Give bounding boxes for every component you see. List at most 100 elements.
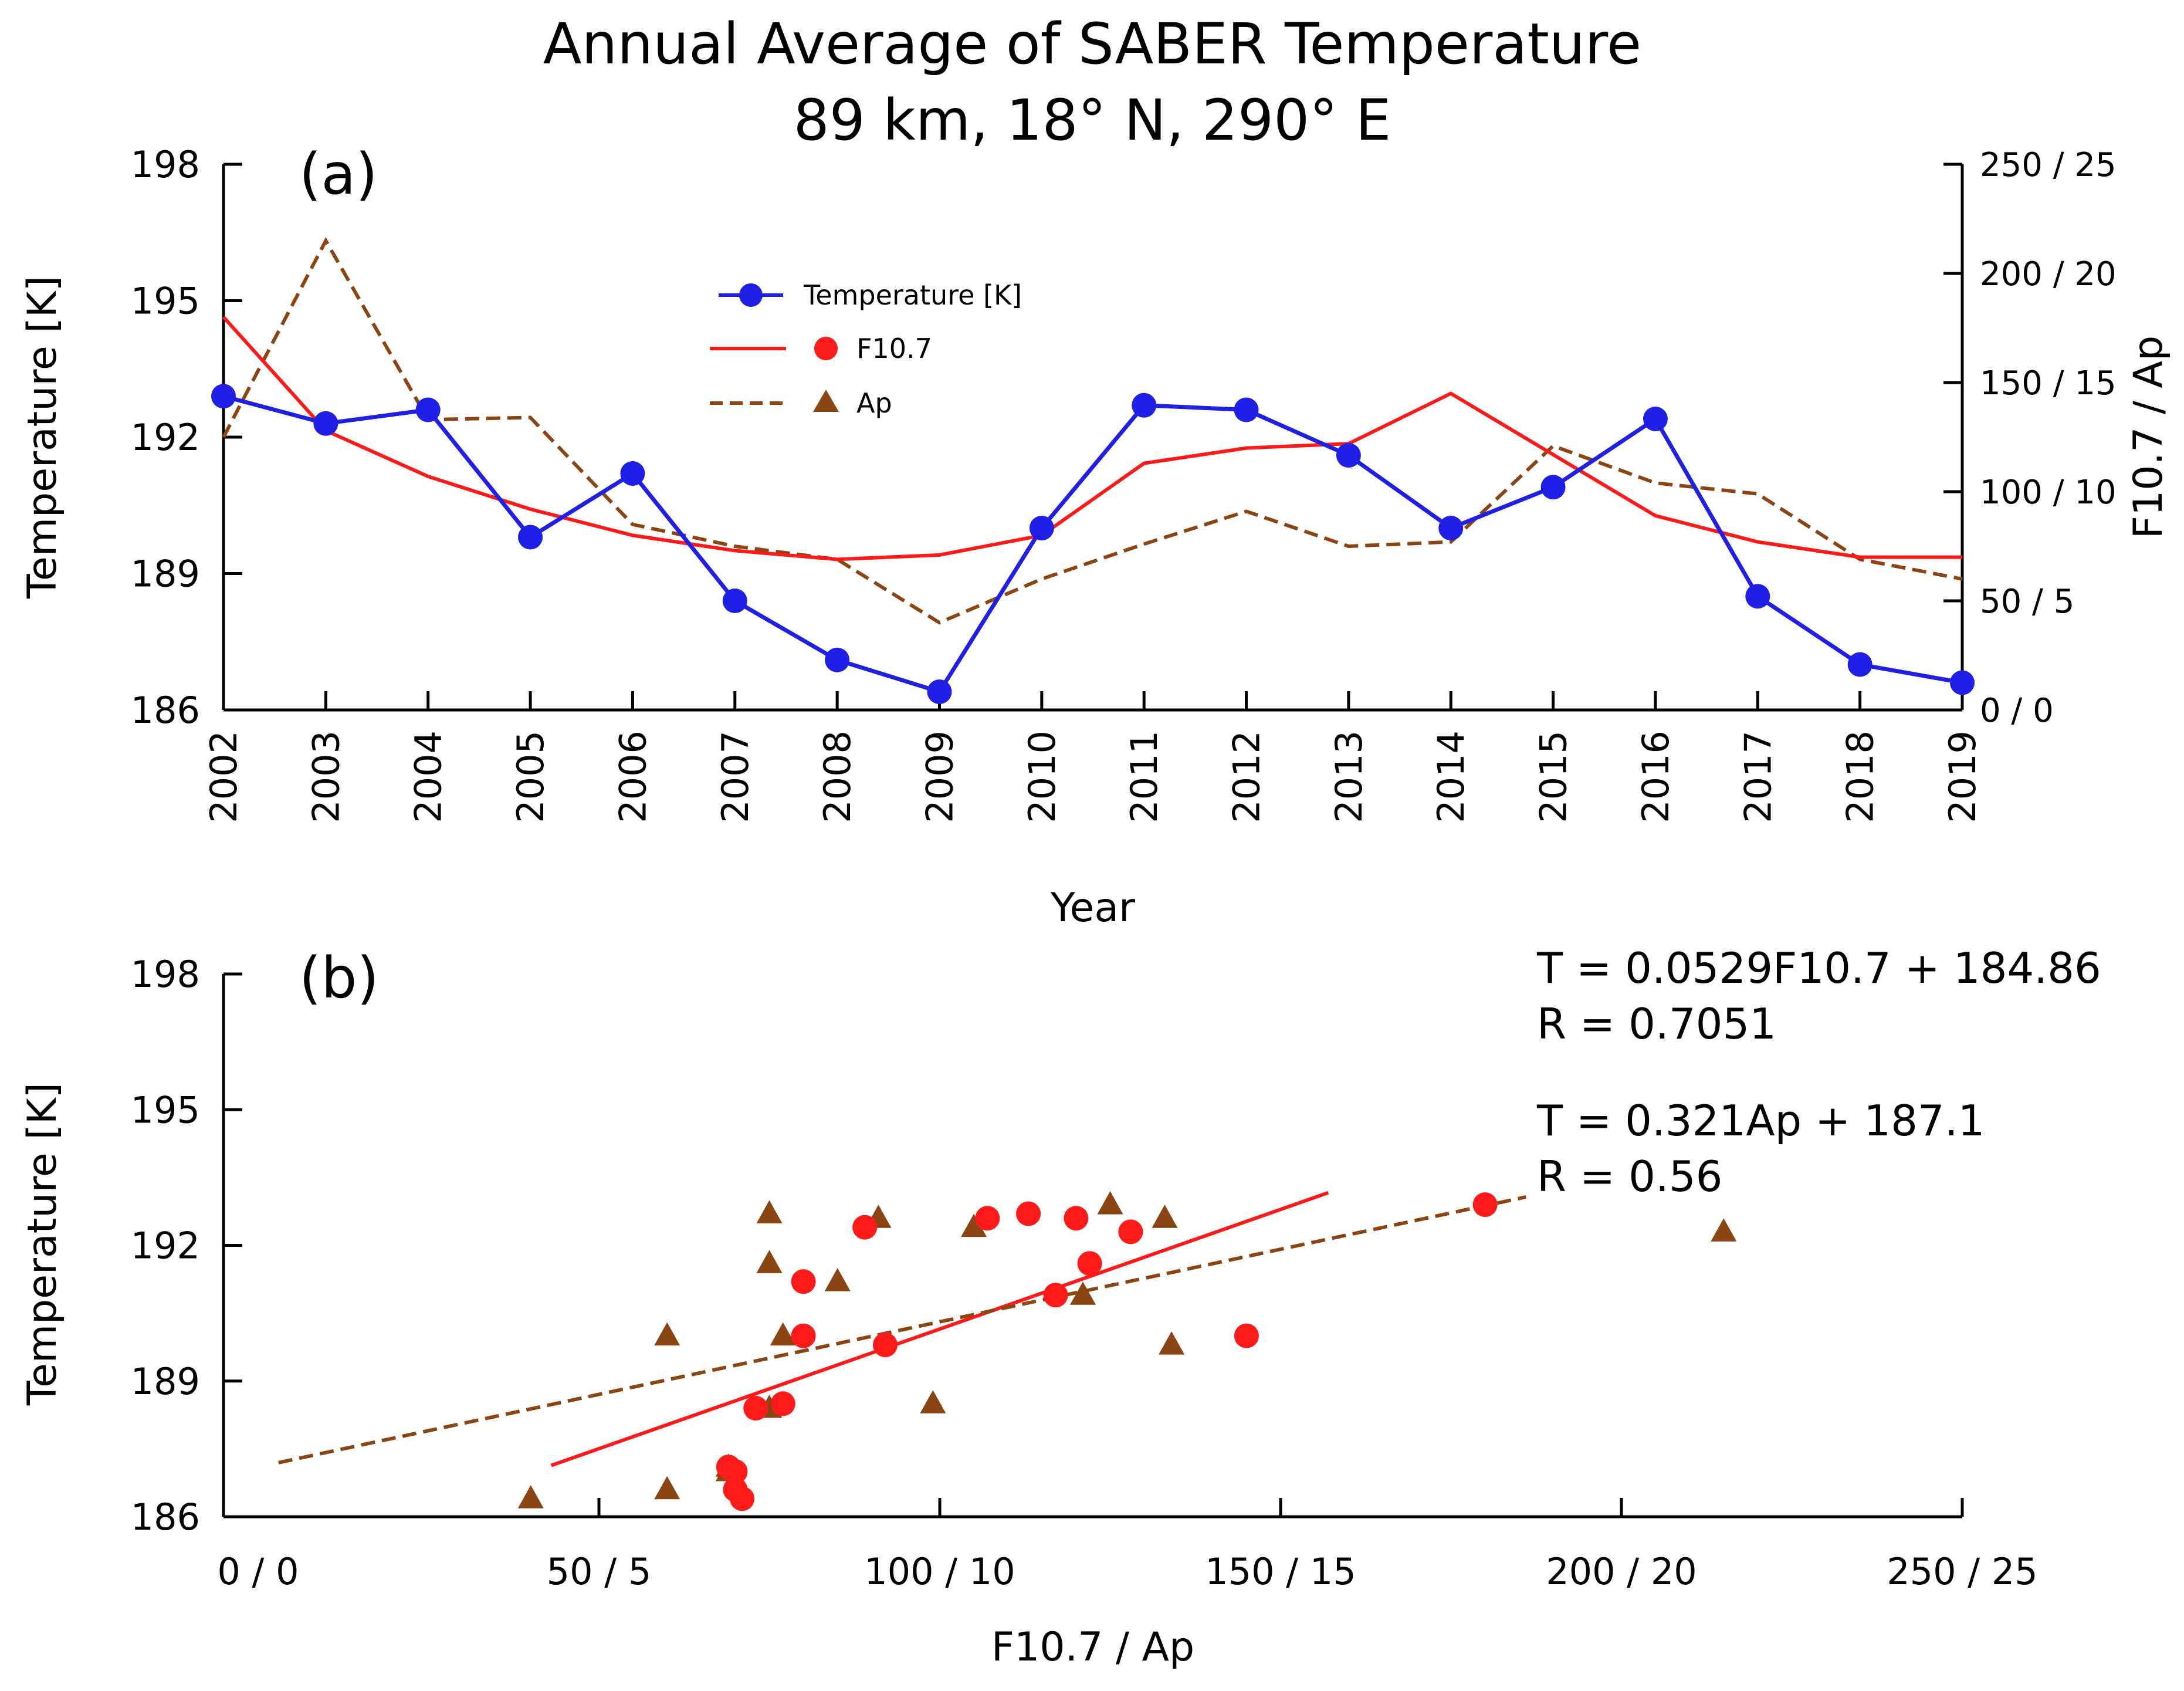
panel-b-xtick-label: 200 / 20 [1546,1550,1697,1593]
legend: Temperature [K] F10.7 Ap [710,279,1022,419]
f107-scatter-point [1043,1283,1068,1308]
panel-a-xtick-label: 2015 [1532,730,1575,823]
f107-scatter-point [1016,1201,1041,1226]
fit-ap-equation: T = 0.321Ap + 187.1 [1536,1096,1985,1145]
panel-a-ytick-label: 192 [131,416,200,459]
temperature-point [927,679,952,704]
temperature-point [1029,516,1054,540]
legend-temperature-marker [739,283,763,307]
temperature-point [1847,652,1873,677]
panel-b-xtick-label: 50 / 5 [547,1550,652,1593]
panel-a-label: (a) [299,141,378,207]
panel-b-ylabel: Temperature [K] [19,1083,66,1406]
panel-a-xtick-label: 2009 [918,730,961,823]
panel-a-xtick-label: 2019 [1941,730,1984,823]
panel-b: 186 189 192 195 198 0 / 0 50 / 5 100 / 10 150 /… [19,943,2101,1670]
ap-scatter-point [1159,1331,1185,1355]
panel-a-xtick-label: 2014 [1430,730,1472,823]
temperature-point [211,384,236,409]
f107-scatter-point [1234,1323,1259,1348]
temperature-point [1745,584,1770,609]
ap-scatter-point [654,1322,680,1346]
chart-title-line1: Annual Average of SABER Temperature [543,11,1641,77]
f107-scatter-point [791,1323,816,1348]
panel-a-y2label: F10.7 / Ap [2125,336,2172,539]
temperature-point [620,461,645,486]
panel-b-xtick-label: 0 / 0 [217,1550,299,1593]
f107-scatter-point [723,1459,748,1484]
legend-ap-marker [813,390,839,412]
panel-a-xtick-label: 2017 [1736,730,1779,823]
panel-a-y2tick-label: 250 / 25 [1980,146,2117,184]
f107-scatter-point [1472,1192,1498,1217]
ap-scatter-point [1711,1218,1737,1242]
panel-a-xlabel: Year [1050,885,1135,931]
panel-b-ytick-label: 198 [131,953,200,996]
panel-a: 186 189 192 195 198 0 / 0 50 / 5 100 / 10 150 /… [19,141,2172,931]
panel-a-xtick-label: 2005 [509,730,552,823]
panel-a-xtick-label: 2011 [1123,730,1166,823]
fit-f107-r: R = 0.7051 [1537,999,1776,1049]
panel-a-ytick-label: 198 [131,143,200,186]
fit-ap-r: R = 0.56 [1537,1152,1722,1201]
temperature-point [518,525,543,550]
ap-scatter-point [961,1213,987,1237]
temperature-line [223,394,1963,695]
panel-b-xtick-label: 150 / 15 [1205,1550,1356,1593]
panel-a-xtick-label: 2018 [1839,730,1882,823]
panel-a-xtick-label: 2008 [816,730,859,823]
f107-scatter-point [1064,1206,1089,1231]
temperature-point [722,589,747,613]
f107-scatter-point [873,1332,898,1358]
ap-scatter-point [1070,1281,1096,1305]
ap-fit-line [278,1195,1526,1465]
ap-scatter-point [756,1250,783,1273]
f107-scatter-point [723,1477,748,1502]
panel-a-xtick-label: 2007 [714,730,757,823]
legend-f107-label: F10.7 [856,333,932,364]
ap-scatter-point [654,1476,680,1500]
chart-title-line2: 89 km, 18° N, 290° E [794,87,1391,153]
panel-a-y2tick-label: 150 / 15 [1980,364,2117,403]
temperature-point [1438,516,1464,540]
panel-b-ytick-label: 189 [131,1360,200,1403]
f107-scatter-point [791,1269,816,1294]
ap-scatter-point [756,1200,783,1224]
panel-a-ytick-label: 186 [131,689,200,732]
panel-a-y2tick-label: 100 / 10 [1980,474,2117,512]
fit-f107-equation: T = 0.0529F10.7 + 184.86 [1536,943,2101,993]
f107-fit-line [550,1191,1329,1467]
panel-a-y2tick-label: 50 / 5 [1980,583,2074,621]
ap-line [222,236,1963,625]
panel-b-xtick-label: 100 / 10 [864,1550,1015,1593]
panel-b-xtick-label: 250 / 25 [1887,1550,2038,1593]
temperature-point [1540,475,1566,500]
legend-temperature-label: Temperature [K] [803,279,1022,311]
temperature-point [1643,407,1668,431]
panel-b-ytick-label: 195 [131,1088,200,1131]
panel-a-xtick-label: 2010 [1021,730,1064,823]
f107-scatter-point [1118,1219,1143,1244]
ap-scatter-point [770,1322,796,1346]
temperature-point [415,397,441,422]
f107-scatter-point [1077,1251,1102,1276]
panel-b-xlabel: F10.7 / Ap [991,1624,1194,1670]
legend-f107-marker [814,337,838,360]
legend-ap-label: Ap [856,387,892,419]
panel-a-ytick-label: 195 [131,280,200,323]
ap-scatter-point [920,1390,946,1413]
panel-a-ylabel: Temperature [K] [19,276,66,599]
panel-a-y2tick-label: 0 / 0 [1980,692,2054,730]
panel-a-xtick-label: 2003 [304,730,347,823]
panel-a-xtick-label: 2016 [1634,730,1677,823]
f107-scatter-point [852,1215,878,1240]
f107-scatter-point [770,1391,795,1416]
panel-a-xtick-label: 2012 [1225,730,1268,823]
temperature-point [1950,670,1975,695]
ap-scatter-point [1097,1191,1123,1215]
panel-a-xtick-label: 2004 [407,730,450,823]
temperature-point [1336,443,1361,468]
panel-a-y2tick-label: 200 / 20 [1980,255,2117,293]
f107-scatter-point [975,1206,1000,1231]
panel-b-ytick-label: 186 [131,1496,200,1538]
